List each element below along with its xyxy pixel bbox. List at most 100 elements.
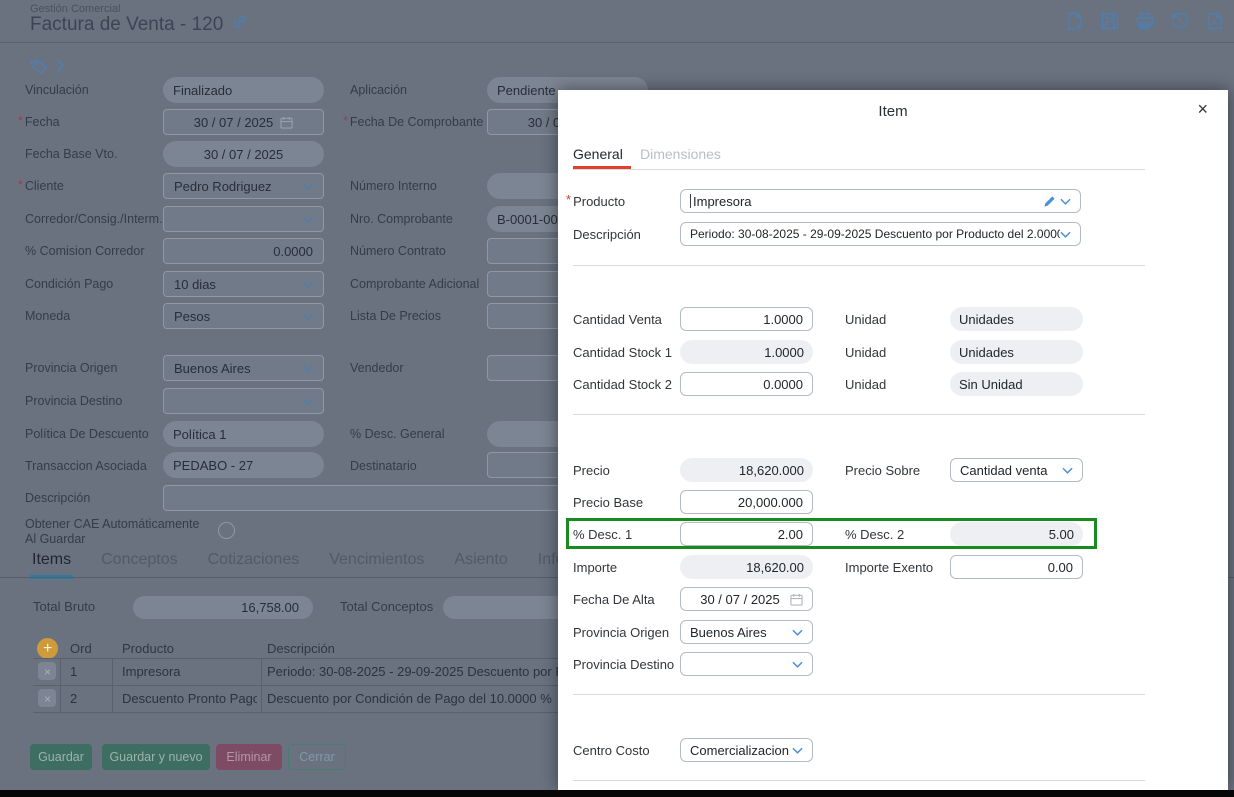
fecha-alta-field[interactable]: 30 / 07 / 2025: [680, 587, 813, 611]
tab-conceptos[interactable]: Conceptos: [101, 551, 178, 568]
tab-dimensiones[interactable]: Dimensiones: [640, 146, 721, 162]
calendar-icon: [280, 116, 293, 129]
field-label: Importe Exento: [845, 560, 934, 575]
close-icon[interactable]: ×: [1191, 98, 1214, 120]
dialog-title: Item: [878, 103, 908, 120]
history-icon[interactable]: [1169, 10, 1191, 32]
precio-base-input[interactable]: 20,000.000: [680, 490, 813, 514]
importe-value: 18,620.00: [680, 555, 813, 579]
field-label: Provincia Origen: [25, 361, 118, 375]
eliminar-button[interactable]: Eliminar: [216, 744, 282, 770]
centro-costo-select[interactable]: Comercializacion: [680, 738, 813, 762]
link-icon[interactable]: [231, 13, 248, 36]
field-label: Aplicación: [350, 83, 407, 97]
vinculacion-value: Finalizado: [163, 77, 324, 103]
text-caret: [690, 194, 691, 208]
moneda-select[interactable]: Pesos: [163, 303, 324, 329]
add-row-button[interactable]: +: [37, 638, 58, 659]
delete-row-icon[interactable]: ×: [38, 662, 56, 680]
field-label: Descripción: [25, 491, 91, 505]
field-label: Provincia Destino: [573, 657, 675, 672]
expand-chevron-icon[interactable]: [56, 58, 65, 78]
cae-label: Obtener CAE Automáticamente Al Guardar: [25, 517, 200, 546]
divider: [573, 780, 1145, 781]
total-conceptos-label: Total Conceptos: [340, 599, 434, 614]
provincia-destino-select[interactable]: [163, 388, 324, 414]
cantidad-stock2-input[interactable]: 0.0000: [680, 372, 813, 396]
fecha-field[interactable]: 30 / 07 / 2025: [163, 109, 324, 135]
toolbar: A: [1064, 10, 1226, 32]
field-label: Fecha De Comprobante: [343, 115, 483, 129]
print-icon[interactable]: [1134, 10, 1156, 32]
cae-radio[interactable]: [218, 522, 235, 539]
table-line: [261, 658, 262, 712]
item-dialog: Item × General Dimensiones Producto Impr…: [558, 90, 1228, 790]
header-divider: [0, 42, 1234, 43]
divider: [573, 169, 1145, 170]
desc1-input[interactable]: 2.00: [680, 522, 813, 546]
field-label: Unidad: [845, 377, 887, 392]
field-label: Comprobante Adicional: [350, 277, 480, 291]
field-label: Cliente: [18, 179, 64, 193]
politica-descuento-value: Política 1: [163, 421, 324, 447]
tab-vencimientos[interactable]: Vencimientos: [329, 551, 425, 568]
tag-icon[interactable]: [30, 57, 49, 81]
importe-exento-input[interactable]: 0.00: [950, 555, 1083, 579]
unidad-stock1-value: Unidades: [950, 340, 1083, 364]
cantidad-stock1-value: 1.0000: [680, 340, 813, 364]
chevron-down-icon: [1060, 231, 1071, 238]
field-label: Corredor/Consig./Interm.: [25, 212, 163, 226]
provincia-destino-select[interactable]: [680, 652, 813, 676]
unidad-venta-value: Unidades: [950, 307, 1083, 331]
field-label: Vendedor: [350, 361, 404, 375]
field-label: Lista De Precios: [350, 309, 442, 323]
corredor-select[interactable]: [163, 206, 324, 232]
divider: [573, 265, 1145, 266]
svg-text:A: A: [1212, 18, 1218, 28]
tab-asiento[interactable]: Asiento: [454, 551, 508, 568]
chevron-down-icon: [792, 629, 803, 636]
desc2-value: 5.00: [950, 522, 1083, 546]
field-label: Vinculación: [25, 83, 89, 97]
field-label: % Comision Corredor: [25, 244, 145, 258]
provincia-origen-select[interactable]: Buenos Aires: [163, 355, 324, 381]
col-header-producto: Producto: [122, 641, 175, 656]
provincia-origen-select[interactable]: Buenos Aires: [680, 620, 813, 644]
chevron-down-icon: [1062, 467, 1073, 474]
cerrar-button[interactable]: Cerrar: [288, 744, 346, 770]
guardar-y-nuevo-button[interactable]: Guardar y nuevo: [102, 744, 210, 770]
col-header-ord: Ord: [70, 641, 92, 656]
chevron-down-icon: [302, 281, 313, 288]
producto-input[interactable]: Impresora: [680, 189, 1081, 213]
descripcion-select[interactable]: Periodo: 30-08-2025 - 29-09-2025 Descuen…: [680, 222, 1081, 246]
tab-general[interactable]: General: [573, 146, 623, 162]
guardar-button[interactable]: Guardar: [30, 744, 92, 770]
divider: [573, 414, 1145, 415]
cantidad-venta-input[interactable]: 1.0000: [680, 307, 813, 331]
chevron-down-icon[interactable]: [1060, 198, 1071, 205]
breadcrumb: Gestión Comercial: [30, 3, 121, 15]
chevron-down-icon: [302, 183, 313, 190]
field-label: Política De Descuento: [25, 427, 149, 441]
field-label: % Desc. 1: [573, 527, 633, 542]
comision-corredor-input[interactable]: 0.0000: [163, 238, 324, 264]
table-line: [60, 658, 61, 712]
tab-items[interactable]: Items: [30, 551, 74, 579]
field-label: Nro. Comprobante: [350, 212, 453, 226]
export-pdf-icon[interactable]: A: [1204, 10, 1226, 32]
cliente-select[interactable]: Pedro Rodriguez: [163, 173, 324, 199]
section-tabs: Items Conceptos Cotizaciones Vencimiento…: [30, 551, 623, 579]
delete-row-icon[interactable]: ×: [38, 689, 56, 707]
chevron-down-icon: [302, 313, 313, 320]
precio-sobre-select[interactable]: Cantidad venta: [950, 458, 1083, 482]
condicion-pago-select[interactable]: 10 dias: [163, 271, 324, 297]
precio-value: 18,620.000: [680, 458, 813, 482]
active-tab-underline: [573, 166, 631, 169]
save-icon[interactable]: [1099, 10, 1121, 32]
field-label: Destinatario: [350, 459, 417, 473]
new-document-icon[interactable]: [1064, 10, 1086, 32]
tab-cotizaciones[interactable]: Cotizaciones: [207, 551, 300, 568]
field-label: Fecha De Alta: [573, 592, 655, 607]
edit-pencil-icon[interactable]: [1043, 195, 1056, 208]
field-label: Importe: [573, 560, 618, 575]
